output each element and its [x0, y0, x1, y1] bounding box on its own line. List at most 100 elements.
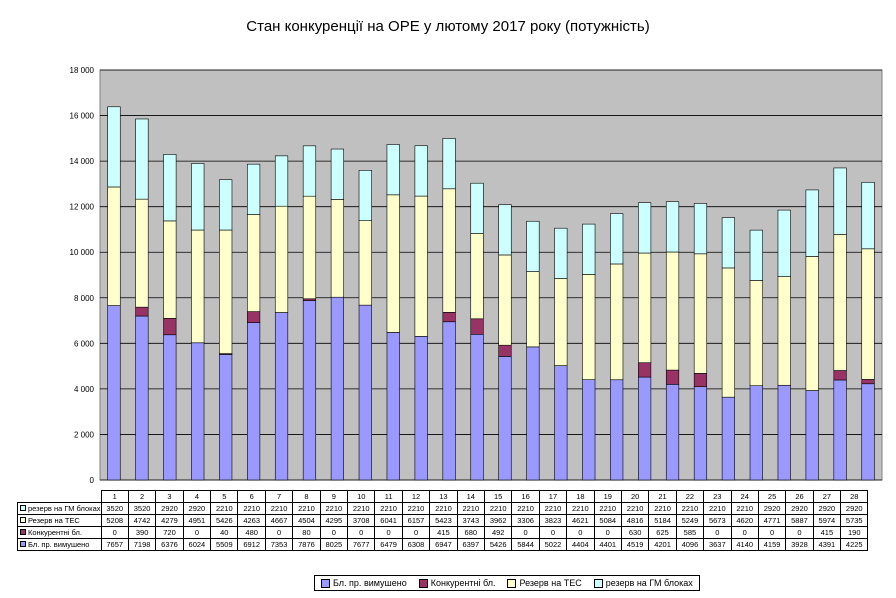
category-label: 9 [319, 490, 349, 503]
bar-segment [386, 332, 400, 481]
data-label: 5208 [100, 514, 129, 527]
chart-title: Стан конкуренції на ОРЕ у лютому 2017 ро… [246, 18, 650, 35]
bar-segment [274, 205, 289, 313]
bar-segment [358, 304, 372, 481]
plot-area [99, 69, 883, 481]
category-label: 5 [210, 490, 239, 503]
bar-segment [693, 386, 708, 481]
data-label: 2210 [730, 502, 759, 515]
bar-segment [833, 234, 847, 371]
bar-segment [526, 220, 540, 272]
legend-label: Конкурентні бл. [430, 578, 496, 588]
table-header-row: 1 2 3 4 5 6 7 8 9 10 11 12 13 14 15 16 17 18 19 20 21 22 23 24 2… [18, 490, 869, 503]
bar-segment [442, 312, 456, 323]
bar-segment [665, 369, 680, 385]
row-label-text: резерв на ГМ блоках [28, 504, 101, 513]
bar-segment [498, 204, 512, 256]
data-label: 5184 [648, 514, 677, 527]
data-label: 2920 [757, 502, 787, 515]
data-label: 2210 [401, 502, 431, 515]
category-label: 2 [127, 490, 157, 503]
data-label: 5974 [812, 514, 842, 527]
data-label: 7657 [100, 538, 129, 551]
bar-segment [861, 383, 875, 481]
row-label: Бл. пр. вимушено [17, 538, 102, 551]
table-row: резерв на ГМ блоках 3520 3520 2920 2920 2210 2… [17, 502, 869, 515]
y-axis-ticks: 0 2 000 4 000 6 000 8 000 10 000 12 000 14 000 1… [70, 66, 95, 485]
data-label: 0 [538, 526, 568, 539]
bar-segment [638, 376, 652, 481]
row-label-text: Конкурентні бл. [28, 528, 82, 537]
bar-segment [582, 379, 596, 481]
category-label: 20 [620, 490, 650, 503]
bar-segment [861, 379, 875, 385]
data-label: 2920 [812, 502, 842, 515]
data-label: 0 [374, 526, 403, 539]
legend-label: Бл. пр. вимушено [333, 578, 407, 588]
data-label: 5426 [483, 538, 513, 551]
data-label: 6157 [401, 514, 431, 527]
category-label: 11 [374, 490, 403, 503]
category-label: 22 [675, 490, 705, 503]
bar-segment [191, 342, 205, 481]
table-row: Конкурентні бл. 0 390 720 0 40 480 0 80 0 0 0 0 415 68… [17, 526, 869, 539]
data-label: 2210 [429, 502, 458, 515]
row-swatch [20, 517, 26, 523]
bar-segment [247, 214, 261, 312]
data-label: 2210 [237, 502, 266, 515]
data-label: 4504 [292, 514, 321, 527]
data-label: 630 [620, 526, 650, 539]
data-label: 0 [566, 526, 595, 539]
category-label: 18 [566, 490, 595, 503]
data-label: 4279 [155, 514, 184, 527]
data-label: 4401 [593, 538, 622, 551]
data-label: 4519 [620, 538, 650, 551]
data-label: 190 [840, 526, 869, 539]
data-label: 5426 [210, 514, 239, 527]
bar-segment [665, 384, 680, 481]
data-label: 4951 [182, 514, 212, 527]
data-label: 2210 [347, 502, 376, 515]
data-label: 3637 [703, 538, 732, 551]
bar-segment [498, 356, 512, 481]
data-label: 2210 [264, 502, 294, 515]
bar-segment [777, 384, 791, 481]
bar-segment [610, 379, 624, 481]
data-label: 2210 [675, 502, 705, 515]
bar-segment [302, 195, 317, 300]
data-label: 5022 [538, 538, 568, 551]
data-label: 480 [237, 526, 266, 539]
data-label: 2210 [319, 502, 349, 515]
data-label: 4159 [757, 538, 787, 551]
data-label: 2210 [593, 502, 622, 515]
data-label: 2210 [620, 502, 650, 515]
legend-swatch [321, 578, 330, 588]
bar-segment [414, 336, 428, 481]
category-label: 17 [538, 490, 568, 503]
legend-swatch [507, 578, 517, 588]
category-label: 21 [648, 490, 677, 503]
bar-segment [107, 305, 121, 481]
data-label: 4667 [264, 514, 294, 527]
data-label: 6479 [374, 538, 403, 551]
data-table: 1 2 3 4 5 6 7 8 9 10 11 12 13 14 15 16 17 18 19 20 21 22 23 24 2… [17, 490, 869, 551]
bar-segment [554, 227, 568, 279]
bar-segment [442, 138, 456, 190]
category-label: 12 [401, 490, 431, 503]
category-label: 23 [703, 490, 732, 503]
data-label: 4096 [675, 538, 705, 551]
category-label: 28 [840, 490, 869, 503]
data-label: 2210 [648, 502, 677, 515]
data-label: 720 [155, 526, 184, 539]
data-label: 5509 [210, 538, 239, 551]
y-tick-label: 6 000 [74, 339, 95, 348]
category-label: 6 [237, 490, 266, 503]
bar-segment [526, 346, 540, 481]
data-label: 4816 [620, 514, 650, 527]
bar-segment [861, 181, 875, 250]
data-label: 5084 [593, 514, 622, 527]
bar-segment [442, 321, 456, 481]
bar-segment [582, 274, 596, 380]
data-label: 7876 [292, 538, 321, 551]
